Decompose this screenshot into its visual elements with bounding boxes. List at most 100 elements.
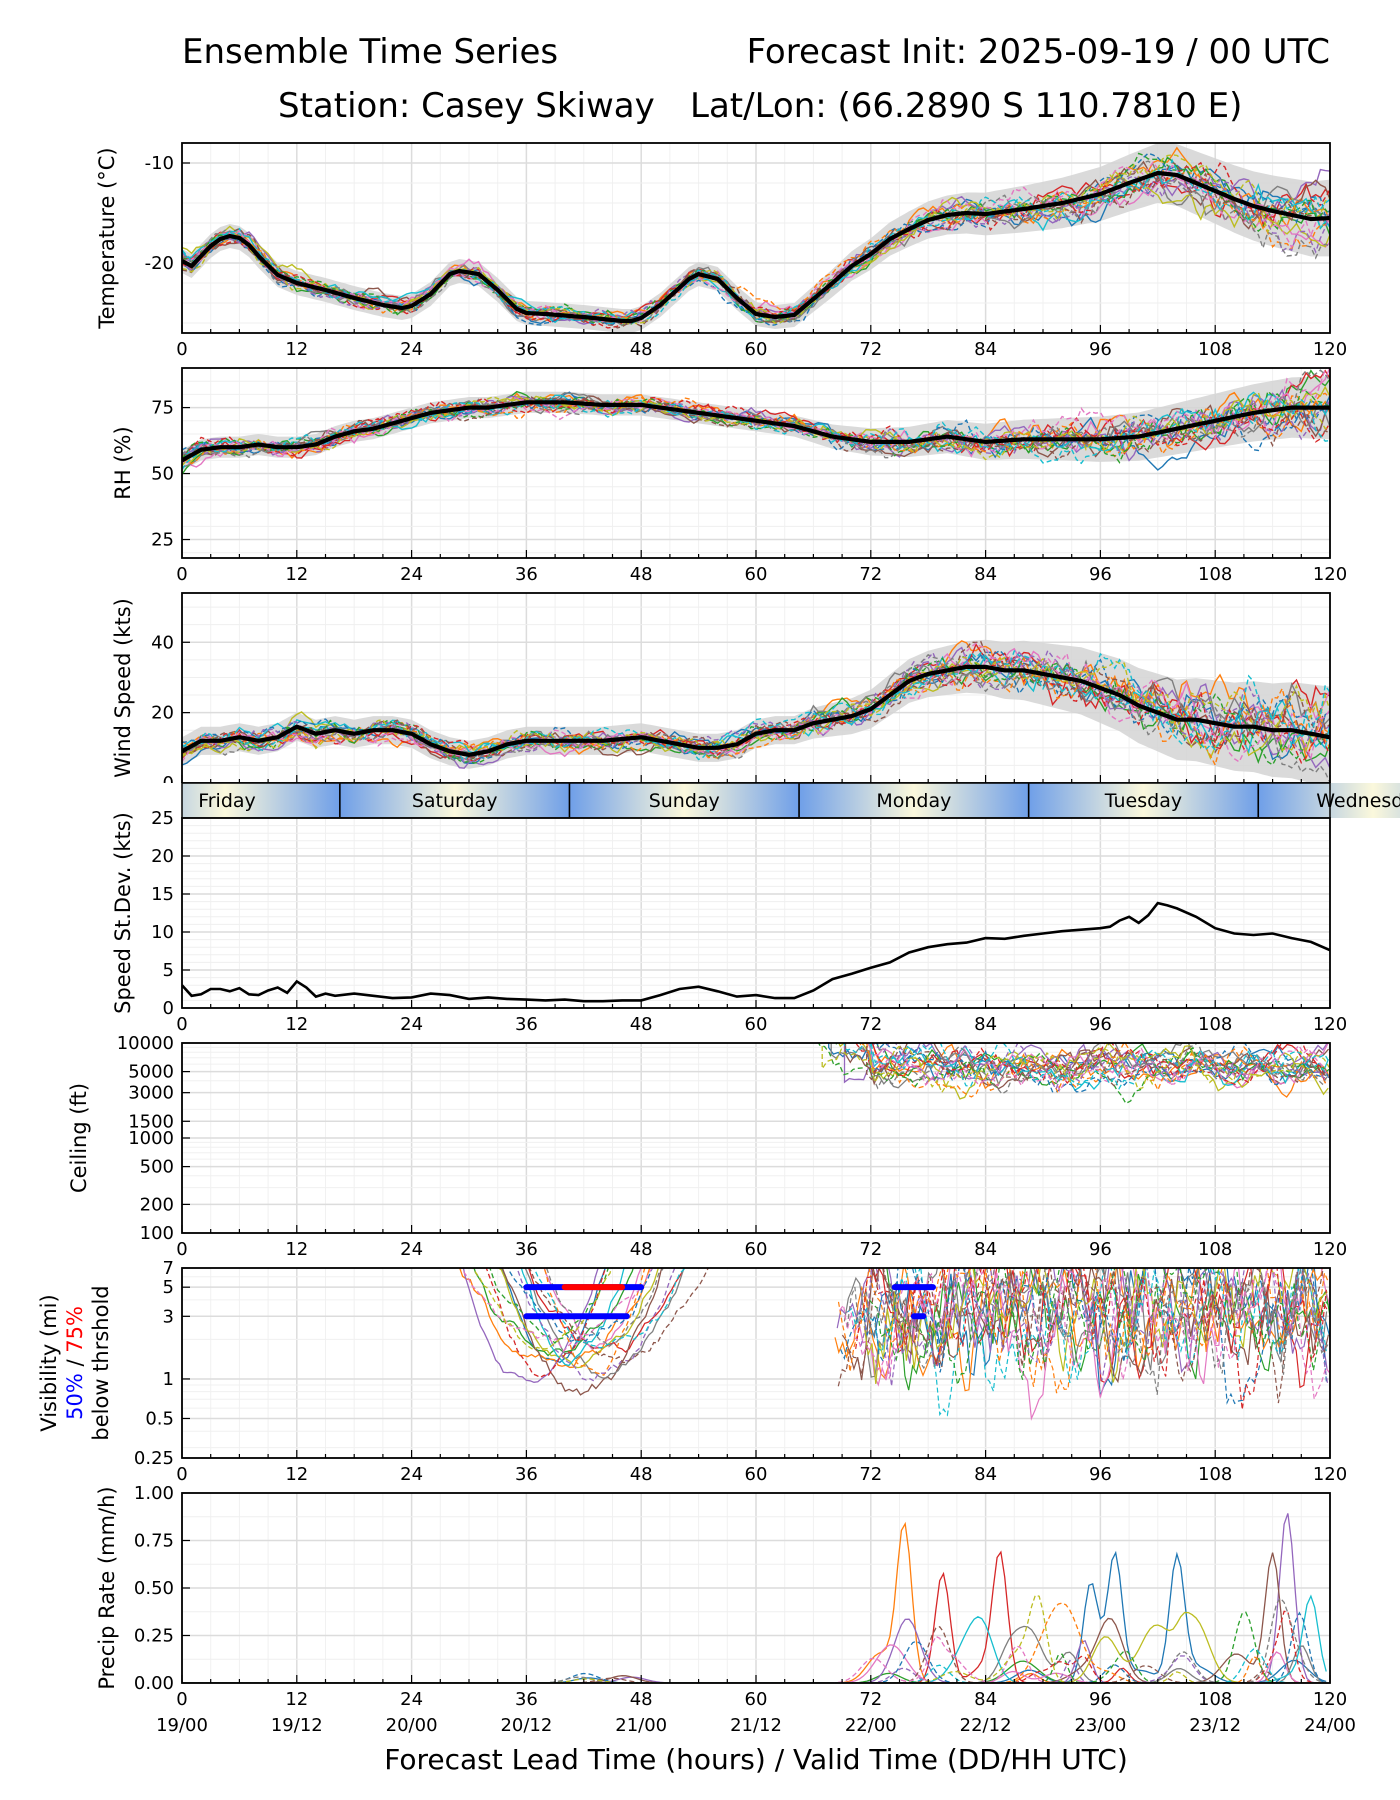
x-tick-label: 48	[630, 1239, 653, 1260]
x-tick-label: 48	[630, 339, 653, 360]
visibility-member-line	[497, 1268, 660, 1369]
plot-content	[182, 143, 1330, 333]
y-tick-label: 1500	[128, 1111, 174, 1132]
visibility-member-line	[501, 1268, 663, 1396]
visibility-member-line	[862, 1268, 1330, 1397]
y-tick-label: 0	[163, 998, 174, 1019]
x-tick-label: 72	[859, 1014, 882, 1035]
day-label: Sunday	[649, 790, 720, 812]
x-tick-label: 120	[1313, 1014, 1347, 1035]
x-tick-label: 24	[400, 1239, 423, 1260]
y-tick-label: -20	[145, 253, 174, 274]
x-tick-label: 84	[974, 564, 997, 585]
x-tick-label: 36	[515, 1689, 538, 1710]
ensemble-member-line	[182, 152, 1330, 327]
x-tick-label: 48	[630, 1689, 653, 1710]
x-tick-label: 0	[176, 1689, 187, 1710]
x-tick-label: 120	[1313, 1464, 1347, 1485]
visibility-member-line	[507, 1268, 654, 1343]
y-tick-label: 1	[163, 1369, 174, 1390]
ensemble-member-line	[182, 170, 1330, 324]
y-axis-label: Temperature (°C)	[95, 147, 119, 329]
visibility-member-line	[869, 1268, 1330, 1385]
ceiling-member-line	[830, 1043, 1329, 1089]
vis-label-line2: 50% / 75%	[63, 1306, 87, 1420]
y-tick-label: 0.25	[134, 1448, 174, 1469]
day-label: Tuesday	[1104, 790, 1182, 812]
label-50pct: 50%	[63, 1373, 87, 1420]
x-tick-label: 72	[859, 1239, 882, 1260]
vis-label-line3: below thrshold	[89, 1285, 113, 1440]
x-tick-label: 96	[1089, 564, 1112, 585]
x-tick-label: 60	[745, 1239, 768, 1260]
valid-time-label: 20/12	[500, 1715, 552, 1736]
day-shade	[1258, 783, 1400, 818]
valid-time-label: 24/00	[1304, 1715, 1356, 1736]
ceiling-member-line	[834, 1043, 1329, 1093]
x-tick-label: 108	[1198, 339, 1232, 360]
ensemble-member-line	[182, 655, 1330, 758]
valid-time-label: 19/00	[156, 1715, 208, 1736]
x-tick-label: 0	[176, 564, 187, 585]
y-tick-label: 15	[151, 884, 174, 905]
y-tick-label: 75	[151, 398, 174, 419]
plot-content	[182, 639, 1330, 783]
forecast-init: Forecast Init: 2025-09-19 / 00 UTC	[746, 32, 1330, 72]
x-tick-label: 12	[285, 1014, 308, 1035]
x-tick-label: 48	[630, 564, 653, 585]
day-shade	[1028, 783, 1259, 818]
x-tick-label: 24	[400, 339, 423, 360]
spread-band	[182, 143, 1330, 333]
y-axis-label: RH (%)	[111, 426, 135, 499]
precip-member-line	[182, 1611, 1327, 1683]
x-tick-label: 12	[285, 564, 308, 585]
visibility-member-line	[533, 1268, 686, 1349]
x-tick-label: 108	[1198, 1464, 1232, 1485]
day-label: Friday	[198, 790, 256, 812]
x-tick-label: 36	[515, 1239, 538, 1260]
y-tick-label: 3	[163, 1306, 174, 1327]
ceiling-member-line	[855, 1043, 1327, 1086]
y-tick-label: 100	[140, 1223, 174, 1244]
x-tick-label: 84	[974, 1239, 997, 1260]
ceiling-member-line	[871, 1043, 1327, 1085]
visibility-member-line	[461, 1268, 658, 1353]
day-shade	[799, 783, 1029, 818]
x-tick-label: 96	[1089, 1014, 1112, 1035]
ensemble-mean-line	[182, 664, 1330, 758]
label-sep: /	[63, 1353, 87, 1373]
valid-time-label: 19/12	[271, 1715, 323, 1736]
x-tick-label: 72	[859, 1689, 882, 1710]
y-tick-label: 0.50	[134, 1578, 174, 1599]
x-tick-label: 24	[400, 1689, 423, 1710]
ceiling-member-line	[844, 1043, 1330, 1090]
ceiling-member-line	[835, 1043, 1330, 1086]
x-tick-label: 36	[515, 1464, 538, 1485]
x-tick-label: 24	[400, 1464, 423, 1485]
day-label: Saturday	[412, 790, 498, 812]
y-tick-label: 0.5	[145, 1408, 174, 1429]
x-tick-label: 12	[285, 1464, 308, 1485]
day-shade	[569, 783, 800, 818]
y-axis-label: Speed St.Dev. (kts)	[111, 812, 135, 1014]
ceiling-member-line	[871, 1043, 1330, 1098]
y-tick-label: 500	[140, 1157, 174, 1178]
day-band: Friday Saturday Sunday Monday Tuesday Wednesd…	[0, 782, 1400, 819]
x-tick-label: 96	[1089, 339, 1112, 360]
ensemble-member-line	[182, 653, 1330, 766]
x-tick-label: 12	[285, 339, 308, 360]
x-tick-label: 120	[1313, 564, 1347, 585]
label-75pct: 75%	[63, 1306, 87, 1353]
ceiling-member-line	[866, 1043, 1326, 1089]
x-tick-label: 12	[285, 1239, 308, 1260]
visibility-member-line	[528, 1268, 710, 1364]
visibility-member-line	[839, 1268, 1330, 1400]
visibility-member-line	[489, 1268, 609, 1344]
station-name: Station: Casey Skiway	[278, 86, 655, 126]
ensemble-mean-line	[182, 400, 1330, 463]
x-tick-label: 84	[974, 1014, 997, 1035]
valid-time-label: 21/12	[730, 1715, 782, 1736]
ensemble-member-line	[182, 392, 1330, 465]
y-tick-label: 10000	[117, 1033, 174, 1054]
